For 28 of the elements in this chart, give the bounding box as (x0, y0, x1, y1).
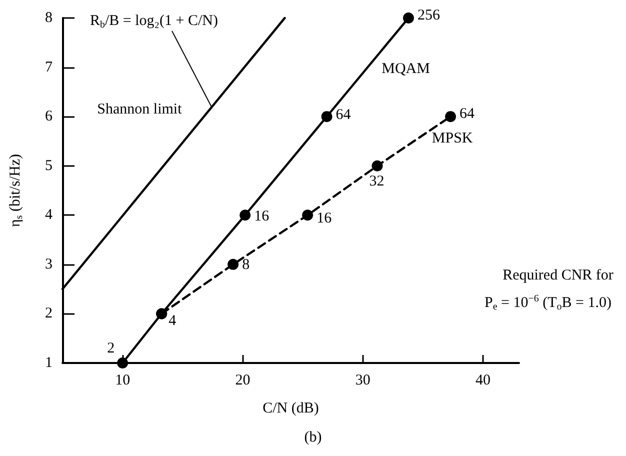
y-tick-label: 1 (45, 355, 52, 371)
x-tick-label: 20 (235, 372, 250, 388)
x-axis-title: C/N (dB) (262, 400, 319, 416)
y-tick-label: 2 (45, 306, 52, 322)
x-tick-label: 10 (115, 372, 130, 388)
x-tick-label: 40 (475, 372, 490, 388)
annotation: 4 (168, 313, 177, 330)
annotation: 256 (417, 8, 440, 24)
annotation: 2 (107, 340, 115, 356)
y-tick-label: 7 (45, 59, 53, 76)
y-tick-label: 3 (45, 256, 52, 272)
series-label: MPSK (432, 130, 473, 147)
annotation: 32 (369, 173, 384, 190)
series-label: Shannon limit (97, 102, 183, 118)
x-tick-label: 30 (355, 372, 370, 388)
annotation: 16 (254, 208, 270, 225)
y-axis-title: ηs (bit/s/Hz) (8, 154, 25, 227)
y-tick-label: 4 (45, 207, 53, 224)
annotation: 64 (460, 106, 476, 122)
text: (b) (304, 430, 322, 446)
annotation: Required CNR for (502, 268, 614, 284)
y-tick-label: 5 (45, 158, 52, 174)
y-tick-label: 8 (45, 10, 52, 26)
annotation: 16 (316, 210, 332, 227)
series-label: MQAM (382, 60, 430, 77)
annotation: 8 (242, 256, 250, 273)
y-tick-label: 6 (45, 108, 53, 125)
annotation: 64 (336, 107, 352, 124)
